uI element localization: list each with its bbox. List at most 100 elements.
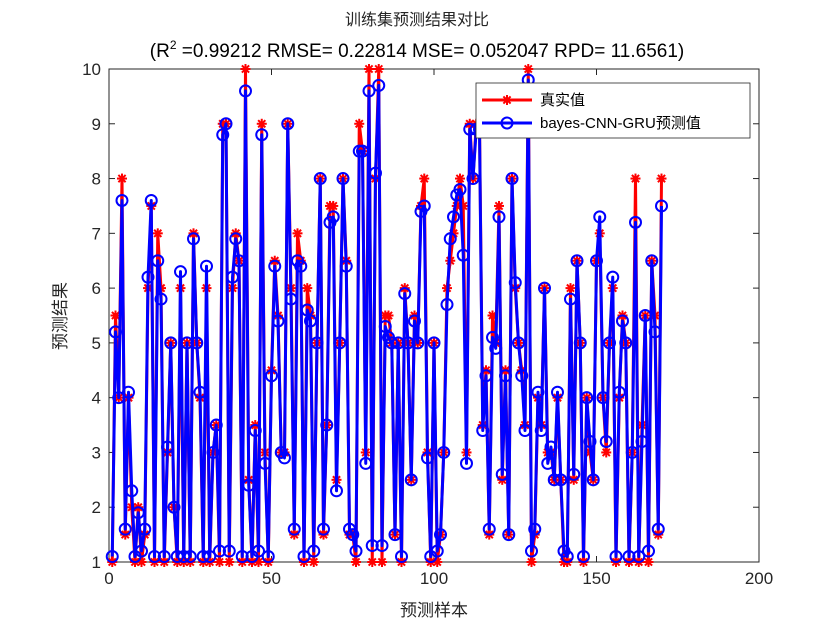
data-point-predicted [427,336,441,350]
x-tick-label: 50 [262,569,281,588]
data-point-predicted [554,473,568,487]
data-point-predicted [573,336,587,350]
data-point-predicted [255,128,269,142]
y-tick-label: 1 [92,553,101,572]
y-tick-label: 4 [92,389,101,408]
data-point-predicted [421,451,434,465]
data-point-predicted [239,84,252,98]
data-point-predicted [515,369,529,383]
data-point-predicted [525,544,538,558]
data-point-predicted [570,254,584,268]
data-point-predicted [164,336,178,350]
x-axis-ticks: 0 50 100 150 200 [104,69,773,588]
data-point-predicted [398,287,412,301]
data-point-predicted [362,84,376,98]
legend: 真实值 bayes-CNN-GRU预测值 [475,82,751,139]
legend-label-predicted: bayes-CNN-GRU预测值 [540,115,701,132]
data-point-actual [117,173,127,184]
data-point-predicted [508,276,522,290]
data-point-actual [214,557,225,567]
data-point-predicted [141,270,155,284]
data-point-predicted [161,440,174,454]
data-point-actual [419,173,430,184]
data-point-predicted [564,292,577,306]
data-point-predicted [118,522,132,536]
data-point-predicted [349,544,363,558]
data-point-actual [256,118,267,129]
data-point-predicted [534,424,548,438]
data-point-predicted [109,325,122,339]
data-point-predicted [213,544,226,558]
data-point-predicted [365,539,379,553]
x-tick-label: 0 [104,569,113,588]
data-point-predicted [157,550,171,564]
data-point-predicted [287,522,301,536]
data-point-predicted [632,550,646,564]
data-point-predicted [122,385,135,399]
chart-subtitle: (R2 =0.99212 RMSE= 0.22814 MSE= 0.052047… [150,38,684,62]
data-point-predicted [612,385,626,399]
data-point-predicted [307,544,321,558]
data-point-predicted [583,434,597,448]
data-point-predicted [456,248,470,262]
data-point-predicted [112,391,126,405]
data-point-predicted [174,265,187,279]
data-point-predicted [551,385,564,399]
data-point-predicted [463,122,477,136]
data-point-predicted [268,259,282,273]
data-point-predicted [317,522,330,536]
data-point-actual [494,200,504,211]
data-point-actual [526,557,537,567]
y-tick-label: 5 [92,334,101,353]
data-point-predicted [603,336,616,350]
data-point-actual [308,557,319,567]
data-point-actual [523,64,534,74]
data-point-predicted [460,456,473,470]
data-point-actual [354,118,365,129]
y-tick-label: 6 [92,279,101,298]
data-point-predicted [271,314,285,328]
data-point-predicted [154,292,168,306]
data-point-predicted [599,434,613,448]
data-point-predicted [333,336,347,350]
data-point-predicted [222,544,236,558]
x-tick-label: 100 [420,569,448,588]
data-point-predicted [219,117,233,131]
data-point-predicted [466,172,480,186]
x-tick-label: 150 [582,569,610,588]
y-tick-label: 3 [92,443,101,462]
data-point-predicted [606,270,620,284]
series-predicted [105,73,668,564]
data-point-predicted [495,467,509,481]
subtitle-prefix: (R [150,41,170,62]
data-point-predicted [209,418,223,432]
data-point-predicted [586,473,600,487]
data-point-predicted [170,550,184,564]
data-point-predicted [577,550,590,564]
data-point-predicted [440,298,454,312]
data-point-predicted [437,445,451,459]
data-point-predicted [391,336,405,350]
data-point-predicted [567,467,581,481]
data-point-predicted [330,484,343,498]
data-point-actual [152,228,163,239]
data-point-predicted [404,473,418,487]
data-point-predicted [336,172,350,186]
data-point-predicted [203,550,217,564]
legend-marker-actual [502,95,512,105]
data-point-actual [565,283,576,294]
x-tick-label: 200 [745,569,773,588]
data-point-predicted [408,314,421,328]
data-point-actual [292,228,303,239]
data-point-predicted [138,522,152,536]
data-point-predicted [183,550,197,564]
data-point-predicted [385,336,399,350]
x-axis-label: 预测样本 [400,601,468,621]
data-point-predicted [326,210,340,224]
data-point-predicted [593,210,607,224]
data-point-predicted [541,456,555,470]
data-point-predicted [167,500,181,514]
data-point-actual [302,283,313,294]
data-point-predicted [346,528,360,542]
y-axis-ticks: 1 2 3 4 5 6 7 8 9 10 [82,60,759,572]
